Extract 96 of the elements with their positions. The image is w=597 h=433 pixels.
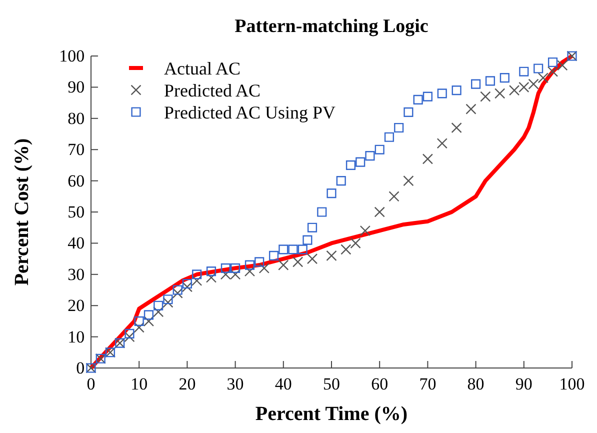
point xyxy=(466,104,476,114)
legend-label: Predicted AC xyxy=(164,80,260,100)
x-tick-label: 60 xyxy=(371,374,388,394)
point xyxy=(374,206,385,218)
point xyxy=(163,294,173,304)
y-tick-label: 70 xyxy=(68,140,85,160)
x-tick-label: 90 xyxy=(515,374,532,394)
x-tick-label: 70 xyxy=(419,374,436,394)
point xyxy=(326,188,336,198)
point xyxy=(244,260,255,270)
point xyxy=(268,250,279,260)
x-tick-label: 30 xyxy=(226,374,244,394)
point xyxy=(244,266,256,277)
point xyxy=(500,73,510,83)
y-axis-title: Percent Cost (%) xyxy=(11,138,33,286)
point xyxy=(557,60,568,71)
point xyxy=(519,66,529,76)
x-axis-title: Percent Time (%) xyxy=(255,403,408,425)
point xyxy=(288,244,298,254)
x-tick-label: 40 xyxy=(274,374,292,394)
point xyxy=(403,175,414,186)
x-tick-label: 100 xyxy=(559,374,585,394)
y-tick-label: 90 xyxy=(68,78,85,97)
point xyxy=(365,151,375,161)
point xyxy=(124,331,135,342)
point xyxy=(306,253,318,264)
y-tick-label: 60 xyxy=(68,171,85,190)
point xyxy=(254,257,264,267)
point xyxy=(292,256,304,268)
point xyxy=(538,72,548,84)
point xyxy=(153,306,164,318)
x-tick-label: 80 xyxy=(467,374,484,394)
point xyxy=(404,107,414,117)
x-tick-label: 50 xyxy=(323,374,340,394)
point xyxy=(413,94,423,104)
point xyxy=(278,260,289,270)
point xyxy=(534,64,544,74)
legend-label: Predicted AC Using PV xyxy=(164,102,336,122)
point xyxy=(548,57,558,68)
point xyxy=(422,92,432,102)
point xyxy=(124,328,134,338)
point xyxy=(172,285,182,295)
point xyxy=(494,88,506,99)
point xyxy=(471,79,481,89)
point xyxy=(162,297,174,308)
point xyxy=(182,282,193,292)
x-tick-label: 20 xyxy=(178,374,196,394)
point xyxy=(191,275,202,286)
legend-label: Actual AC xyxy=(164,58,240,78)
point xyxy=(451,122,462,134)
point xyxy=(340,244,352,255)
point xyxy=(485,76,496,86)
y-tick-label: 80 xyxy=(68,108,85,128)
point xyxy=(436,138,448,149)
y-tick-label: 100 xyxy=(59,46,85,66)
point xyxy=(480,91,491,102)
y-tick-label: 10 xyxy=(68,327,85,346)
y-tick-label: 0 xyxy=(76,358,85,378)
point xyxy=(134,316,144,326)
point xyxy=(547,66,558,77)
point xyxy=(154,300,164,310)
point xyxy=(437,88,447,98)
point xyxy=(302,235,312,245)
point xyxy=(206,272,217,283)
point xyxy=(144,310,154,320)
y-tick-label: 50 xyxy=(68,202,85,222)
point xyxy=(206,266,216,276)
point xyxy=(360,225,370,236)
point xyxy=(258,262,270,274)
point xyxy=(394,122,404,133)
point xyxy=(143,316,154,327)
y-tick-label: 20 xyxy=(68,296,85,316)
point xyxy=(350,238,361,249)
point xyxy=(172,288,183,298)
point xyxy=(356,157,366,167)
point xyxy=(384,132,394,142)
point xyxy=(374,144,384,154)
point xyxy=(230,263,240,273)
point xyxy=(317,207,327,217)
point xyxy=(298,244,308,254)
point xyxy=(307,222,318,232)
y-tick-label: 30 xyxy=(68,264,85,284)
point xyxy=(278,244,288,254)
x-tick-label: 10 xyxy=(130,374,148,394)
point xyxy=(134,322,144,333)
point xyxy=(192,270,202,280)
point xyxy=(388,191,400,202)
point xyxy=(346,160,356,170)
point xyxy=(452,86,462,96)
point xyxy=(182,278,192,289)
point xyxy=(422,154,434,164)
point xyxy=(326,250,337,262)
y-tick-label: 40 xyxy=(68,234,85,253)
point xyxy=(336,176,346,186)
chart-title: Pattern-matching Logic xyxy=(234,16,428,37)
point xyxy=(220,263,230,273)
